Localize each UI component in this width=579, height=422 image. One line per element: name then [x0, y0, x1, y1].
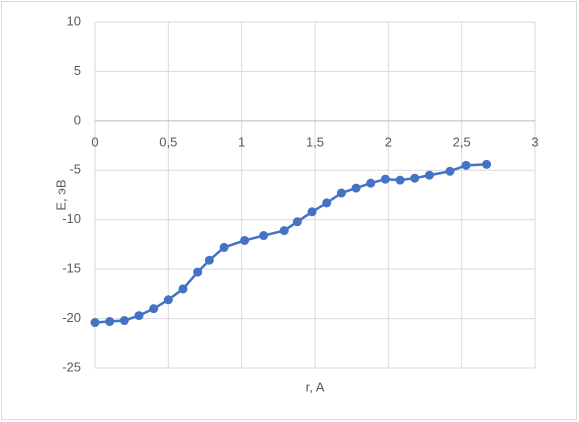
y-tick-label: 0 — [74, 112, 81, 127]
marker — [424, 170, 434, 180]
marker — [219, 242, 229, 252]
marker — [351, 183, 361, 193]
marker — [240, 235, 250, 245]
x-tick-label: 3 — [531, 134, 538, 149]
x-tick-label: 2,5 — [453, 134, 471, 149]
x-tick-label: 0 — [91, 134, 98, 149]
y-axis-title: E, эВ — [53, 179, 68, 210]
y-tick-label: -5 — [69, 162, 81, 177]
marker — [292, 217, 302, 227]
x-tick-label: 1,5 — [306, 134, 324, 149]
y-tick-label: 5 — [74, 63, 81, 78]
marker — [105, 317, 115, 327]
marker — [119, 316, 129, 326]
marker — [193, 267, 203, 277]
x-axis-title: r, A — [306, 379, 325, 394]
y-tick-label: -20 — [62, 310, 81, 325]
marker — [259, 231, 269, 241]
y-tick-label: -25 — [62, 359, 81, 374]
marker — [307, 207, 317, 217]
marker — [461, 160, 471, 170]
y-tick-label: -10 — [62, 211, 81, 226]
marker — [482, 159, 492, 169]
marker — [90, 318, 100, 328]
y-tick-label: 10 — [67, 13, 81, 28]
marker — [380, 174, 390, 184]
marker — [149, 304, 159, 314]
marker — [204, 255, 214, 265]
marker — [366, 178, 376, 188]
y-tick-label: -15 — [62, 261, 81, 276]
x-tick-label: 2 — [385, 134, 392, 149]
marker — [336, 188, 346, 198]
marker — [178, 284, 188, 294]
marker — [395, 175, 405, 185]
marker — [445, 166, 455, 176]
marker — [410, 173, 420, 183]
marker — [279, 226, 289, 236]
marker — [163, 295, 173, 305]
marker — [134, 311, 144, 321]
marker — [322, 198, 332, 208]
x-tick-label: 0,5 — [159, 134, 177, 149]
x-tick-label: 1 — [238, 134, 245, 149]
